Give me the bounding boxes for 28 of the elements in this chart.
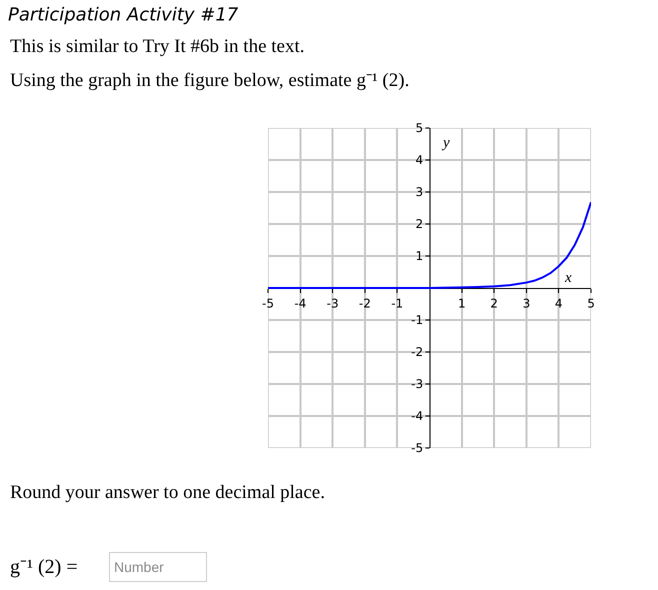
x-tick-label: 4	[554, 296, 563, 310]
y-tick-label: -2	[411, 345, 424, 360]
y-tick-label: -3	[411, 377, 424, 392]
y-tick-label: 3	[415, 185, 424, 200]
text: Round your answer to one decimal place.	[10, 482, 325, 503]
y-tick-label: -4	[411, 409, 424, 424]
x-tick-label: 5	[587, 296, 595, 310]
x-tick-label: -5	[262, 296, 274, 310]
text: Participation Activity #17	[8, 4, 239, 26]
y-tick-label: 5	[415, 121, 424, 136]
y-tick-label: 2	[415, 217, 424, 232]
x-tick-label: 1	[458, 296, 466, 310]
text: g⁻¹ (2) =	[10, 556, 78, 578]
y-tick-label: 4	[415, 153, 424, 168]
y-tick-label: -1	[411, 313, 424, 328]
text: Number	[114, 559, 164, 575]
x-tick-label: -2	[358, 296, 371, 310]
y-axis-title: y	[441, 135, 450, 151]
x-tick-label: 2	[490, 296, 498, 310]
y-tick-label: 1	[415, 249, 424, 264]
y-tick-label: -5	[411, 441, 424, 456]
x-tick-label: -1	[391, 296, 404, 310]
text: Using the graph in the figure below, estimate g⁻¹ (2).	[10, 70, 410, 91]
x-tick-label: -3	[326, 296, 339, 310]
x-tick-label: 3	[522, 296, 530, 310]
chart-subtitle: This is similar to Try It #6b in the text.	[10, 36, 305, 57]
x-tick-label: -4	[294, 296, 306, 310]
x-axis-title: x	[564, 270, 572, 286]
